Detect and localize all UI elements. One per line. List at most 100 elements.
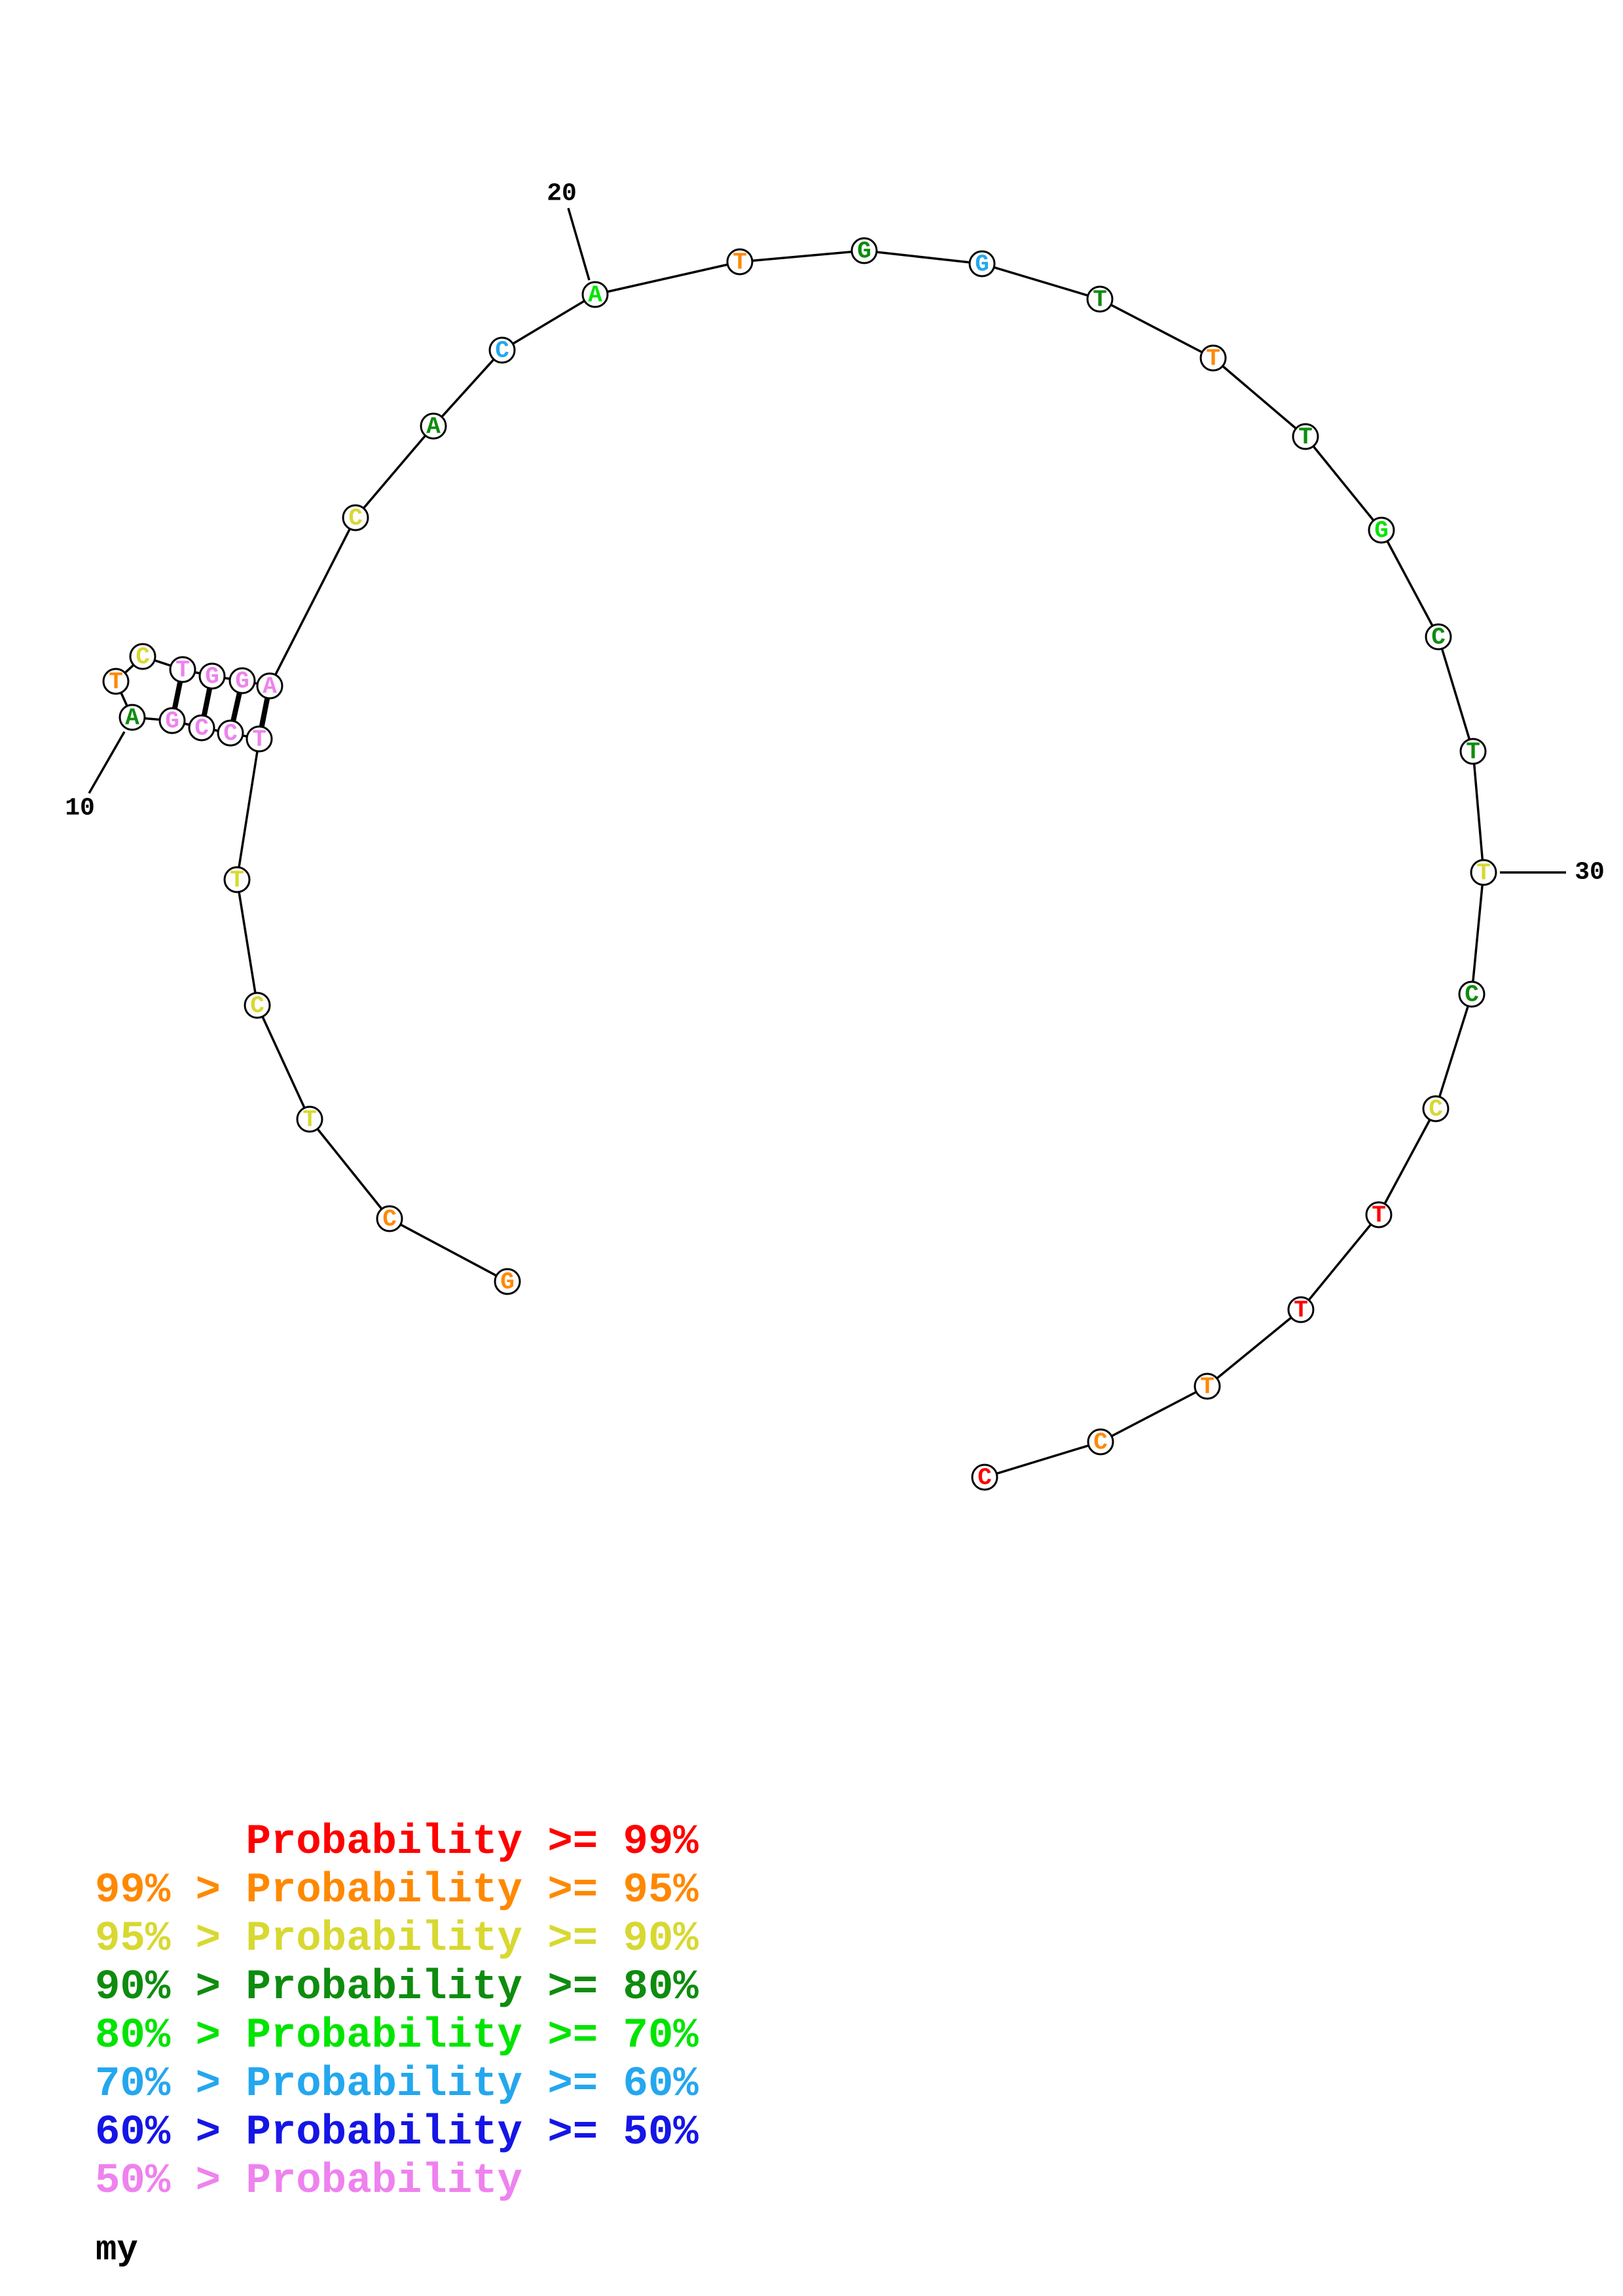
nucleotide-base-14-G: G	[205, 664, 219, 691]
nucleotide-base-7-C: C	[223, 721, 238, 747]
backbone-segment	[1470, 872, 1485, 995]
nucleotide-circle-2	[376, 1205, 403, 1232]
nucleotide-circle-6	[246, 725, 273, 753]
nucleotide-base-30-T: T	[1476, 860, 1491, 887]
nucleotide-circle-20	[581, 281, 609, 308]
nucleotide-circle-31	[1458, 980, 1486, 1008]
nucleotide-base-23-G: G	[975, 251, 989, 278]
legend-entry-4: 90% > Probability >= 80%	[95, 1964, 699, 2011]
nucleotide-circle-3	[296, 1105, 323, 1133]
nucleotide-circle-23	[968, 250, 996, 278]
backbone-segment	[389, 1217, 508, 1283]
nucleotide-base-21-T: T	[733, 249, 747, 276]
nucleotide-base-13-T: T	[175, 657, 190, 684]
nucleotide-circle-21	[726, 248, 754, 276]
backbone-segment	[1300, 1213, 1380, 1311]
nucleotide-circle-14	[198, 662, 226, 690]
nucleotide-base-28-C: C	[1431, 624, 1446, 651]
backbone-segment	[864, 249, 983, 265]
backbone-segment	[236, 879, 259, 1006]
backbone-segment	[501, 293, 596, 351]
nucleotide-base-6-T: T	[252, 726, 266, 753]
backbone-segment	[256, 1005, 311, 1120]
nucleotide-base-10-A: A	[125, 705, 139, 732]
nucleotide-base-8-C: C	[194, 715, 209, 742]
nucleotide-circle-27	[1368, 516, 1395, 544]
nucleotide-circle-25	[1199, 344, 1227, 372]
backbone-segment	[1472, 751, 1485, 873]
nucleotide-circle-1	[494, 1268, 521, 1295]
nucleotide-circle-8	[188, 714, 215, 742]
nucleotide-circle-12	[129, 643, 156, 670]
probability-legend: Probability >= 99% 99% > Probability >= 9…	[95, 1818, 699, 2206]
backbone-segment	[268, 517, 357, 687]
nucleotide-circle-36	[1087, 1428, 1114, 1456]
backbone-segment	[236, 738, 261, 880]
backbone-segment	[354, 425, 435, 519]
nucleotide-circle-35	[1194, 1372, 1221, 1400]
nucleotide-base-4-C: C	[250, 993, 264, 1020]
nucleotide-base-36-C: C	[1093, 1429, 1108, 1456]
nucleotide-base-15-G: G	[235, 668, 249, 695]
backbone-segment	[1099, 298, 1214, 359]
backbone-segment	[1206, 1308, 1302, 1388]
nucleotide-base-18-A: A	[426, 414, 441, 440]
nucleotide-circle-30	[1470, 859, 1497, 886]
position-label-20: 20	[547, 180, 577, 208]
nucleotide-circle-7	[217, 719, 244, 747]
nucleotide-circle-13	[169, 656, 196, 683]
backbone-segment	[1437, 636, 1474, 752]
backbone-segment	[308, 1118, 391, 1220]
plot-title-note: my	[96, 2231, 138, 2270]
nucleotide-circle-28	[1425, 623, 1452, 651]
nucleotide-base-12-C: C	[136, 644, 150, 671]
nucleotide-circle-24	[1086, 285, 1114, 313]
nucleotide-circle-16	[256, 672, 283, 700]
nucleotide-circle-32	[1422, 1095, 1450, 1122]
nucleotide-base-34-T: T	[1294, 1297, 1308, 1324]
nucleotide-circle-17	[342, 504, 369, 531]
nucleotide-base-31-C: C	[1465, 982, 1479, 1009]
nucleotide-circle-29	[1459, 738, 1487, 765]
nucleotide-base-3-T: T	[302, 1107, 317, 1134]
nucleotide-base-20-A: A	[588, 282, 602, 309]
nucleotide-base-9-G: G	[165, 708, 179, 735]
nucleotide-circle-26	[1292, 423, 1319, 450]
backbone-segment	[1434, 994, 1473, 1109]
nucleotide-base-5-T: T	[230, 867, 244, 894]
nucleotide-circle-34	[1287, 1296, 1315, 1323]
nucleotide-base-16-A: A	[263, 673, 277, 700]
backbone-segment	[984, 1441, 1101, 1479]
nucleotide-base-32-C: C	[1429, 1096, 1443, 1123]
legend-entry-1: Probability >= 99%	[95, 1819, 699, 1866]
nucleotide-base-37-C: C	[977, 1465, 992, 1492]
backbone-segment	[1377, 1108, 1437, 1215]
nucleotide-circle-10	[119, 704, 146, 731]
legend-entry-2: 99% > Probability >= 95%	[95, 1867, 699, 1914]
position-label-line	[567, 207, 591, 281]
backbone-segment	[739, 249, 865, 263]
nucleotide-base-22-G: G	[857, 238, 871, 265]
nucleotide-base-19-C: C	[495, 338, 509, 365]
nucleotide-base-29-T: T	[1466, 739, 1480, 766]
nucleotide-base-17-C: C	[348, 505, 363, 532]
backbone-segment	[981, 262, 1101, 300]
nucleotide-base-1-G: G	[500, 1269, 515, 1296]
position-label-30: 30	[1575, 859, 1605, 887]
nucleotide-base-27-G: G	[1374, 518, 1389, 545]
backbone-segment	[1380, 529, 1440, 637]
nucleotide-circle-15	[228, 667, 256, 694]
nucleotide-base-25-T: T	[1206, 346, 1220, 372]
nucleotide-base-11-T: T	[109, 669, 123, 696]
nucleotide-circle-5	[223, 866, 251, 893]
nucleotide-circle-37	[971, 1463, 998, 1491]
nucleotide-base-24-T: T	[1093, 287, 1107, 314]
backbone-segment	[1212, 357, 1307, 438]
nucleotide-circle-33	[1365, 1201, 1393, 1229]
backbone-segment	[594, 260, 740, 296]
nucleotide-circle-11	[102, 668, 130, 695]
nucleotide-circle-22	[850, 237, 878, 264]
position-label-10: 10	[65, 795, 95, 823]
